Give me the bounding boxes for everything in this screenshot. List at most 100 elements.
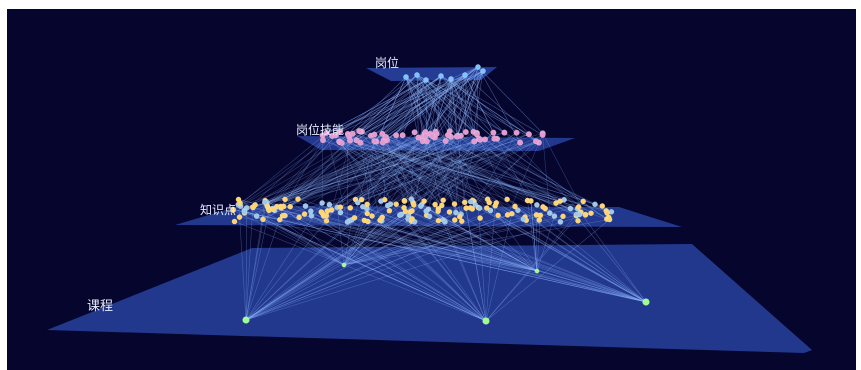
knowledge-point-node[interactable] <box>318 209 325 215</box>
knowledge-point-node[interactable] <box>231 218 238 225</box>
knowledge-point-node[interactable] <box>323 217 330 224</box>
course-node[interactable] <box>642 298 650 306</box>
knowledge-point-node[interactable] <box>295 196 301 202</box>
knowledge-point-node[interactable] <box>575 204 582 210</box>
position-skill-node[interactable] <box>423 138 430 145</box>
knowledge-point-node[interactable] <box>408 196 415 202</box>
position-skill-node[interactable] <box>346 137 354 144</box>
knowledge-point-node[interactable] <box>358 196 365 203</box>
position-skill-node[interactable] <box>353 137 360 144</box>
position-skill-node[interactable] <box>513 129 520 136</box>
knowledge-point-node[interactable] <box>533 212 540 218</box>
knowledge-point-node[interactable] <box>369 213 375 219</box>
knowledge-point-node[interactable] <box>365 218 371 225</box>
position-skill-node[interactable] <box>481 136 489 143</box>
position-skill-node[interactable] <box>332 132 339 139</box>
knowledge-point-node[interactable] <box>477 215 483 221</box>
knowledge-point-node[interactable] <box>442 218 448 225</box>
position-node[interactable] <box>438 73 444 79</box>
knowledge-point-node[interactable] <box>417 203 424 209</box>
knowledge-point-node[interactable] <box>241 209 248 215</box>
knowledge-point-node[interactable] <box>435 217 442 224</box>
knowledge-point-node[interactable] <box>280 203 287 210</box>
course-node[interactable] <box>482 317 490 325</box>
knowledge-point-node[interactable] <box>236 214 243 220</box>
position-node[interactable] <box>448 76 454 82</box>
knowledge-point-node[interactable] <box>401 198 408 204</box>
knowledge-point-node[interactable] <box>540 203 546 210</box>
position-skill-node[interactable] <box>462 128 469 136</box>
position-skill-node[interactable] <box>454 133 461 140</box>
knowledge-point-node[interactable] <box>528 198 534 204</box>
position-skill-node[interactable] <box>349 130 356 137</box>
knowledge-point-node[interactable] <box>337 204 344 210</box>
position-skill-node[interactable] <box>471 138 478 145</box>
position-skill-node[interactable] <box>432 128 439 135</box>
knowledge-point-node[interactable] <box>487 207 494 214</box>
knowledge-graph-canvas[interactable]: 岗位 岗位技能 知识点 课程 <box>7 9 856 370</box>
knowledge-point-node[interactable] <box>592 201 598 208</box>
knowledge-point-node[interactable] <box>560 213 566 220</box>
knowledge-point-node[interactable] <box>557 198 563 205</box>
position-skill-node[interactable] <box>336 128 344 135</box>
knowledge-point-node[interactable] <box>326 201 333 208</box>
knowledge-point-node[interactable] <box>536 217 543 223</box>
knowledge-point-node[interactable] <box>261 199 268 206</box>
knowledge-point-node[interactable] <box>287 203 294 210</box>
knowledge-point-node[interactable] <box>599 203 606 209</box>
knowledge-point-node[interactable] <box>354 199 361 206</box>
knowledge-point-node[interactable] <box>440 197 447 204</box>
knowledge-point-node[interactable] <box>378 198 384 204</box>
position-skill-node[interactable] <box>393 132 400 139</box>
knowledge-point-node[interactable] <box>266 207 272 214</box>
knowledge-point-node[interactable] <box>319 200 325 206</box>
position-skill-node[interactable] <box>446 128 453 135</box>
position-node[interactable] <box>462 72 468 78</box>
knowledge-point-node[interactable] <box>557 219 564 225</box>
knowledge-point-node[interactable] <box>461 199 468 206</box>
knowledge-point-node[interactable] <box>438 202 445 209</box>
knowledge-point-node[interactable] <box>483 205 490 211</box>
knowledge-point-node[interactable] <box>492 202 499 209</box>
knowledge-point-node[interactable] <box>484 196 491 203</box>
knowledge-point-node[interactable] <box>426 213 433 220</box>
course-node[interactable] <box>341 262 347 268</box>
position-skill-node[interactable] <box>428 132 435 140</box>
position-skill-node[interactable] <box>501 129 508 136</box>
knowledge-point-node[interactable] <box>580 198 587 205</box>
knowledge-point-node[interactable] <box>344 219 351 225</box>
knowledge-point-node[interactable] <box>551 213 558 219</box>
knowledge-point-node[interactable] <box>573 211 580 218</box>
position-skill-node[interactable] <box>539 131 546 138</box>
knowledge-point-node[interactable] <box>451 217 458 223</box>
knowledge-point-node[interactable] <box>235 196 242 203</box>
knowledge-point-node[interactable] <box>409 216 415 222</box>
knowledge-point-node[interactable] <box>421 198 427 204</box>
knowledge-point-node[interactable] <box>467 198 474 205</box>
knowledge-point-node[interactable] <box>301 211 308 217</box>
knowledge-point-node[interactable] <box>276 216 283 223</box>
position-skill-node[interactable] <box>491 135 498 142</box>
knowledge-point-node[interactable] <box>252 202 258 208</box>
position-skill-node[interactable] <box>490 129 497 136</box>
position-skill-node[interactable] <box>532 138 540 145</box>
knowledge-point-node[interactable] <box>582 212 589 218</box>
position-skill-node[interactable] <box>371 137 378 145</box>
position-node[interactable] <box>414 72 420 78</box>
knowledge-point-node[interactable] <box>515 207 521 214</box>
knowledge-point-node[interactable] <box>328 207 335 213</box>
position-skill-node[interactable] <box>371 131 378 138</box>
position-skill-node[interactable] <box>319 137 327 144</box>
knowledge-point-node[interactable] <box>520 216 527 222</box>
knowledge-point-node[interactable] <box>296 214 302 221</box>
knowledge-point-node[interactable] <box>323 212 330 219</box>
knowledge-point-node[interactable] <box>567 205 574 212</box>
position-skill-node[interactable] <box>399 132 406 139</box>
knowledge-point-node[interactable] <box>282 196 288 203</box>
knowledge-point-node[interactable] <box>302 203 309 209</box>
knowledge-point-node[interactable] <box>384 202 391 209</box>
knowledge-point-node[interactable] <box>423 208 430 215</box>
knowledge-point-node[interactable] <box>308 212 315 219</box>
knowledge-point-node[interactable] <box>504 212 511 218</box>
knowledge-point-node[interactable] <box>588 210 594 217</box>
